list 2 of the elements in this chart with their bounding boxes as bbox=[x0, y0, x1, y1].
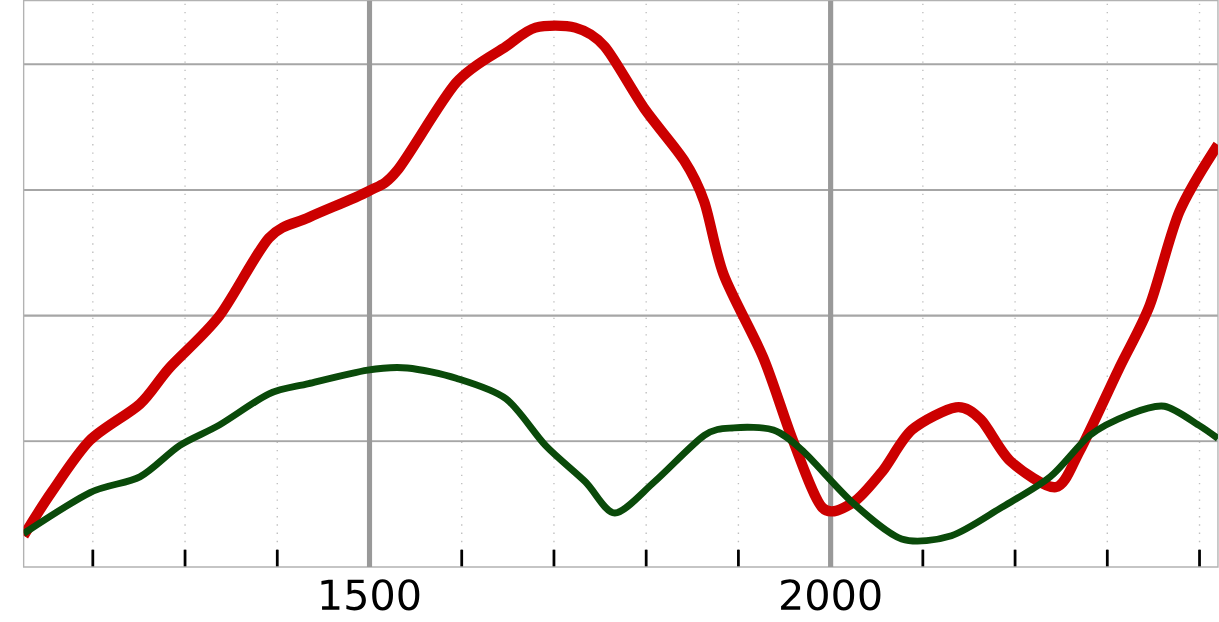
x-tick-label: 2000 bbox=[781, 579, 881, 611]
x-tick-label: 1500 bbox=[321, 579, 420, 611]
